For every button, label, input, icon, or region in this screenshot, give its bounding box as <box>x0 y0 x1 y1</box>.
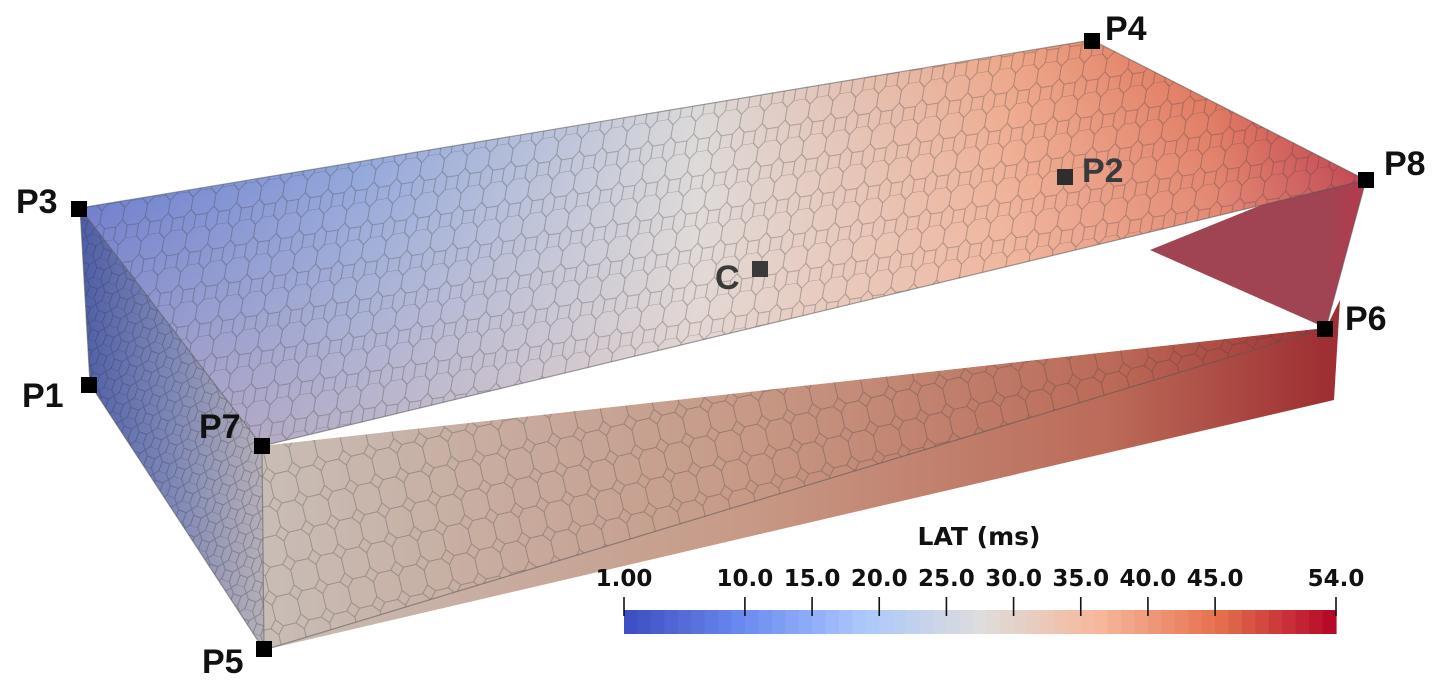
colorbar-swatches <box>624 610 1337 634</box>
label-p5: P5 <box>202 643 244 681</box>
colorbar-swatch <box>1228 610 1243 634</box>
label-p8: P8 <box>1384 145 1426 183</box>
colorbar-swatch <box>986 610 1001 634</box>
marker-p1 <box>81 377 97 393</box>
colorbar-swatch <box>1134 610 1149 634</box>
colorbar-swatch <box>744 610 759 634</box>
colorbar-swatch <box>691 610 706 634</box>
colorbar: LAT (ms) 1.00 10.0 15.0 20.0 25.0 30.0 35.0 40.… <box>596 522 1365 634</box>
colorbar-swatch <box>852 610 867 634</box>
colorbar-swatch <box>959 610 974 634</box>
colorbar-swatch <box>1174 610 1189 634</box>
colorbar-tick-label: 10.0 <box>717 566 774 592</box>
colorbar-swatch <box>838 610 853 634</box>
colorbar-tick-label: 20.0 <box>851 566 908 592</box>
colorbar-swatch <box>1013 610 1028 634</box>
colorbar-swatch <box>785 610 800 634</box>
marker-p8 <box>1358 172 1374 188</box>
colorbar-swatch <box>973 610 988 634</box>
marker-p5 <box>256 641 272 657</box>
colorbar-swatch <box>624 610 639 634</box>
label-p6: P6 <box>1345 300 1387 338</box>
colorbar-swatch <box>718 610 733 634</box>
label-p1: P1 <box>22 377 64 415</box>
colorbar-swatch <box>1080 610 1095 634</box>
colorbar-ticks: 1.00 10.0 15.0 20.0 25.0 30.0 35.0 40.0 45.0 54.0 <box>596 566 1365 616</box>
colorbar-swatch <box>1161 610 1176 634</box>
colorbar-swatch <box>664 610 679 634</box>
colorbar-swatch <box>1121 610 1136 634</box>
colorbar-tick-label: 30.0 <box>985 566 1042 592</box>
colorbar-swatch <box>812 610 827 634</box>
colorbar-tick-label: 1.00 <box>596 566 653 592</box>
colorbar-swatch <box>1309 610 1324 634</box>
colorbar-swatch <box>865 610 880 634</box>
colorbar-swatch <box>1241 610 1256 634</box>
colorbar-swatch <box>1188 610 1203 634</box>
marker-c <box>752 261 768 277</box>
colorbar-swatch <box>906 610 921 634</box>
colorbar-tick-label: 35.0 <box>1052 566 1109 592</box>
colorbar-swatch <box>637 610 652 634</box>
colorbar-swatch <box>704 610 719 634</box>
colorbar-tick-label: 45.0 <box>1187 566 1244 592</box>
label-p7: P7 <box>199 408 241 446</box>
colorbar-swatch <box>771 610 786 634</box>
colorbar-swatch <box>1053 610 1068 634</box>
colorbar-swatch <box>1067 610 1082 634</box>
colorbar-swatch <box>1201 610 1216 634</box>
colorbar-swatch <box>879 610 894 634</box>
colorbar-swatch <box>1147 610 1162 634</box>
colorbar-swatch <box>798 610 813 634</box>
colorbar-swatch <box>1040 610 1055 634</box>
colorbar-tick-label: 40.0 <box>1120 566 1177 592</box>
colorbar-tick-label: 25.0 <box>918 566 975 592</box>
colorbar-swatch <box>758 610 773 634</box>
colorbar-swatch <box>1268 610 1283 634</box>
colorbar-swatch <box>1215 610 1230 634</box>
marker-p3 <box>71 201 87 217</box>
colorbar-swatch <box>932 610 948 634</box>
colorbar-swatch <box>825 610 840 634</box>
colorbar-swatch <box>919 610 934 634</box>
colorbar-swatch <box>1094 610 1109 634</box>
colorbar-swatch <box>650 610 665 634</box>
colorbar-swatch <box>1000 610 1015 634</box>
colorbar-swatch <box>1027 610 1042 634</box>
marker-p2 <box>1057 169 1073 185</box>
colorbar-swatch <box>946 610 961 634</box>
colorbar-tick-label: 15.0 <box>784 566 841 592</box>
colorbar-swatch <box>892 610 907 634</box>
colorbar-swatch <box>1322 610 1337 634</box>
box-right-face <box>1150 176 1366 328</box>
label-p2: P2 <box>1082 152 1124 190</box>
box-top-face-mesh <box>80 40 1366 446</box>
label-p3: P3 <box>16 183 58 221</box>
colorbar-swatch <box>1255 610 1270 634</box>
colorbar-swatch <box>731 610 746 634</box>
colorbar-swatch <box>1282 610 1297 634</box>
colorbar-swatch <box>677 610 692 634</box>
marker-p6 <box>1317 321 1333 337</box>
colorbar-swatch <box>1295 610 1310 634</box>
colorbar-tick-label: 54.0 <box>1308 566 1365 592</box>
colorbar-title: LAT (ms) <box>918 522 1041 551</box>
label-p4: P4 <box>1105 10 1147 48</box>
colorbar-swatch <box>1107 610 1122 634</box>
box-left-face-mesh <box>80 208 264 650</box>
marker-p7 <box>254 438 270 454</box>
label-c: C <box>715 259 740 297</box>
marker-p4 <box>1084 33 1100 49</box>
